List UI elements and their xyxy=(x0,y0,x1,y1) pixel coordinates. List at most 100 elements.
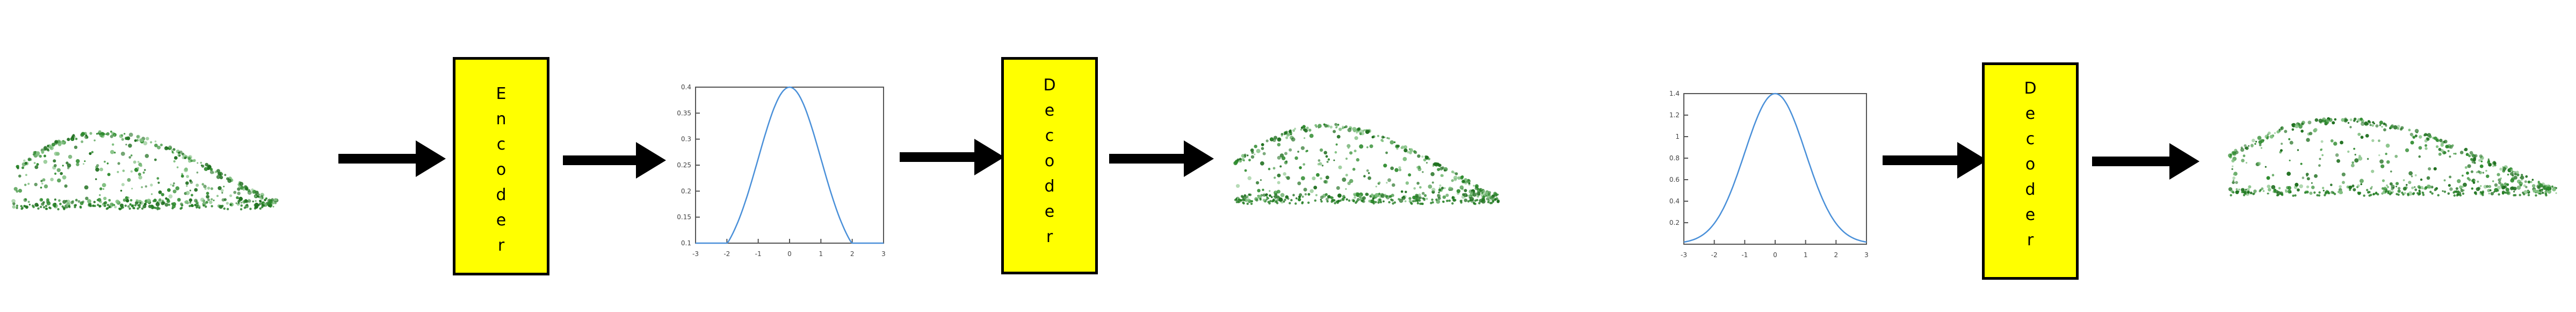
cloud-point xyxy=(2289,140,2293,145)
cloud-point xyxy=(2384,187,2386,189)
cloud-point xyxy=(2260,147,2262,149)
cloud-point xyxy=(205,162,209,167)
cloud-point xyxy=(1294,202,1297,205)
cloud-point xyxy=(1326,200,1329,203)
cloud-point xyxy=(1363,175,1366,178)
cloud-point xyxy=(1270,196,1273,198)
cloud-point xyxy=(1316,173,1320,177)
cloud-point xyxy=(138,175,142,180)
cloud-point xyxy=(41,151,45,154)
cloud-point xyxy=(2464,166,2468,169)
cloud-point xyxy=(2371,169,2375,173)
cloud-point xyxy=(1356,198,1360,201)
cloud-point xyxy=(1431,188,1436,192)
cloud-point xyxy=(87,199,92,204)
cloud-point xyxy=(1383,200,1385,203)
cloud-point xyxy=(2340,191,2343,194)
cloud-point xyxy=(1378,198,1381,201)
cloud-point xyxy=(181,173,183,175)
cloud-point xyxy=(2361,122,2365,126)
cloud-point xyxy=(28,203,31,205)
cloud-point xyxy=(1402,157,1407,161)
cloud-point xyxy=(249,208,252,210)
cloud-point xyxy=(1451,170,1455,174)
cloud-point xyxy=(192,159,196,162)
cloud-point xyxy=(2449,187,2453,191)
cloud-point xyxy=(1277,173,1281,178)
cloud-point xyxy=(171,207,174,210)
cloud-point xyxy=(1269,200,1272,203)
cloud-point xyxy=(2505,188,2509,192)
cloud-point xyxy=(2365,134,2369,138)
cloud-point xyxy=(1301,176,1305,181)
cloud-point xyxy=(1235,201,1239,203)
cloud-point xyxy=(1335,143,1338,146)
cloud-point xyxy=(2545,194,2548,197)
cloud-point xyxy=(229,203,232,206)
cloud-point xyxy=(91,151,94,153)
arrow-shaft xyxy=(338,154,418,164)
cloud-point xyxy=(1423,158,1427,162)
cloud-point xyxy=(2284,130,2288,133)
cloud-point xyxy=(57,143,62,146)
cloud-point xyxy=(56,168,61,172)
cloud-point xyxy=(244,185,248,189)
cloud-point xyxy=(102,203,104,205)
cloud-point xyxy=(62,175,67,180)
cloud-point xyxy=(213,199,215,202)
cloud-point xyxy=(1478,202,1481,204)
cloud-point xyxy=(2386,160,2390,164)
cloud-point xyxy=(2351,185,2355,187)
cloud-point xyxy=(2487,189,2491,193)
cloud-point xyxy=(158,190,162,194)
x-tick-label: -3 xyxy=(1681,251,1687,259)
cloud-point xyxy=(96,164,99,167)
cloud-point xyxy=(2281,193,2283,195)
cloud-point xyxy=(2403,187,2407,190)
arrow-head xyxy=(1184,140,1214,177)
cloud-point xyxy=(147,198,151,203)
cloud-point xyxy=(191,194,193,197)
cloud-point xyxy=(189,201,192,204)
cloud-point xyxy=(2471,153,2475,157)
flow-arrow xyxy=(563,142,666,179)
cloud-point xyxy=(2354,158,2359,163)
cloud-point xyxy=(124,133,126,135)
cloud-point xyxy=(2309,192,2313,195)
cloud-point xyxy=(1438,187,1441,189)
cloud-point xyxy=(131,154,133,157)
cloud-point xyxy=(97,198,99,201)
cloud-point xyxy=(2552,187,2556,192)
arrow-shaft xyxy=(2092,157,2172,166)
cloud-point xyxy=(2367,158,2369,160)
x-tick-label: 2 xyxy=(850,250,855,258)
cloud-point xyxy=(1421,202,1424,205)
cloud-point xyxy=(1320,177,1322,180)
cloud-point xyxy=(2420,178,2423,181)
cloud-point xyxy=(156,177,160,180)
cloud-point xyxy=(2423,187,2427,190)
cloud-point xyxy=(2408,129,2411,132)
cloud-point xyxy=(1284,198,1286,201)
cloud-point xyxy=(112,143,114,146)
cloud-point xyxy=(2416,131,2418,133)
cloud-point xyxy=(2318,164,2321,167)
cloud-point xyxy=(1385,151,1388,154)
cloud-point xyxy=(257,193,260,196)
cloud-point xyxy=(129,199,133,202)
cloud-point xyxy=(2300,162,2303,165)
cloud-point xyxy=(1419,196,1422,200)
cloud-point xyxy=(1353,193,1356,196)
cloud-point xyxy=(1283,172,1286,176)
cloud-point xyxy=(240,202,243,204)
cloud-point xyxy=(2306,175,2308,177)
cloud-point xyxy=(2510,169,2513,172)
cloud-point xyxy=(2232,191,2235,194)
cloud-point xyxy=(2360,136,2364,139)
cloud-point xyxy=(1421,155,1424,158)
cloud-point xyxy=(1426,162,1428,164)
cloud-point xyxy=(117,171,119,173)
cloud-point xyxy=(2510,186,2514,190)
cloud-point xyxy=(2330,139,2334,143)
cloud-point xyxy=(1302,125,1306,129)
